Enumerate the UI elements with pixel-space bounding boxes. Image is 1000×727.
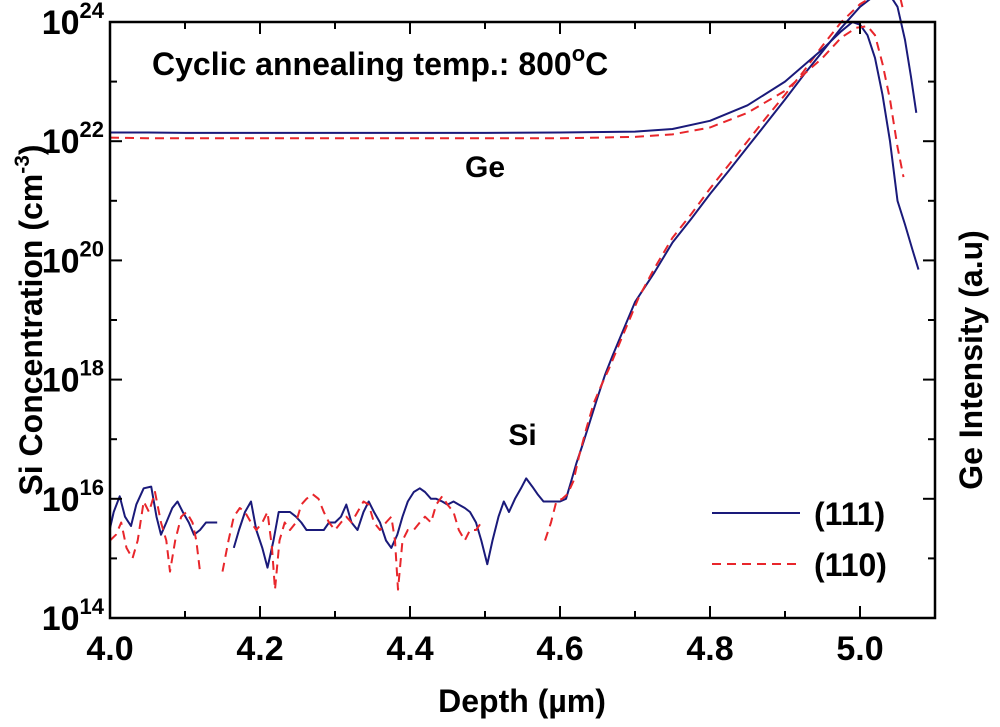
x-tick-labels: 4.0 4.2 4.4 4.6 4.8 5.0 (86, 630, 883, 668)
y-tick-label-1: 1016 (42, 475, 104, 519)
series-line-1-segment-0 (109, 491, 201, 573)
y-tick-label-3: 1020 (42, 236, 104, 280)
y-tick-labels: 1014 1016 1018 1020 1022 1024 (42, 0, 105, 638)
y-axis-title-right: Ge Intensity (a.u) (953, 230, 989, 490)
x-tick-label-5: 5.0 (836, 630, 883, 668)
series-layer (109, 0, 920, 591)
legend: (111) (110) (712, 496, 887, 583)
legend-label-111: (111) (814, 496, 885, 532)
x-tick-label-4: 4.8 (686, 630, 733, 668)
series-line-2-segment-0 (110, 21, 920, 270)
y-tick-label-5: 1024 (42, 0, 105, 42)
tick-layer (109, 21, 935, 619)
x-tick-label-3: 4.6 (536, 630, 583, 668)
x-tick-label-2: 4.4 (386, 630, 433, 668)
chart-title: Cyclic annealing temp.: 800oC (152, 41, 608, 82)
chart-title-superscript: o (572, 41, 585, 66)
chart-title-unit: C (585, 46, 608, 82)
y-tick-label-2: 1018 (42, 356, 104, 400)
x-tick-label-1: 4.2 (236, 630, 283, 668)
series-line-1-segment-1 (221, 493, 483, 591)
y-tick-label-4: 1022 (42, 117, 104, 161)
y-tick-label-0: 1014 (42, 594, 105, 638)
series-line-0-segment-1 (232, 0, 918, 569)
y-axis-title-superscript: -3 (11, 155, 34, 174)
legend-label-110: (110) (814, 547, 887, 583)
annotation-layer: Ge Si (465, 151, 537, 452)
x-tick-label-0: 4.0 (86, 630, 133, 668)
annotation-ge: Ge (465, 151, 505, 184)
y-axis-title-suffix: ) (13, 144, 49, 155)
x-axis-title: Depth (µm) (438, 683, 606, 719)
y-axis-title-left: Si Concentration (cm-3) (11, 144, 49, 495)
annotation-si: Si (508, 419, 536, 452)
series-line-3-segment-0 (109, 25, 905, 178)
